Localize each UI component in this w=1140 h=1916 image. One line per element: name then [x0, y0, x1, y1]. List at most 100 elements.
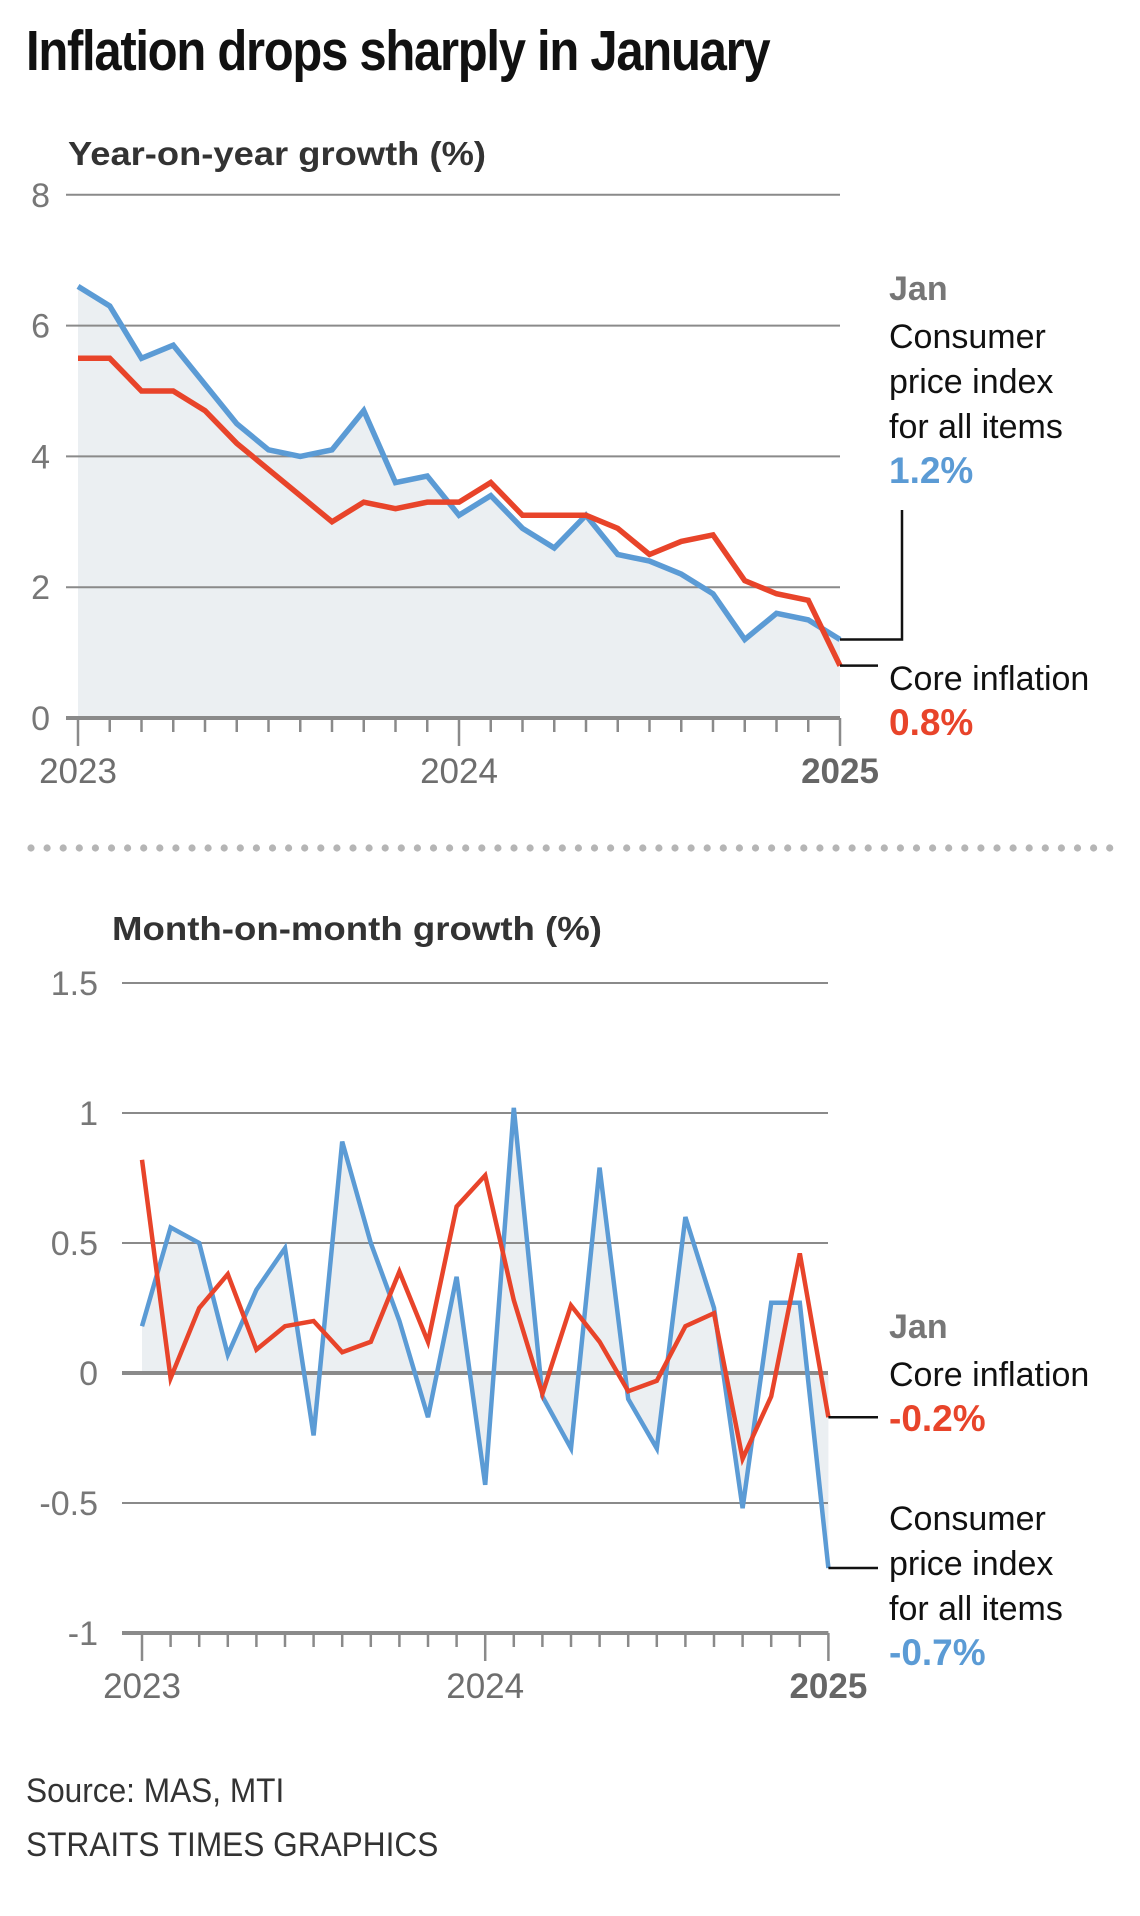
- divider-dot: [784, 844, 792, 852]
- divider-dot: [751, 844, 760, 852]
- divider-dot: [462, 844, 470, 852]
- divider-dot: [140, 844, 148, 852]
- divider-dot: [429, 844, 438, 852]
- divider-dot: [558, 844, 566, 852]
- mom-ytick-label: 1.5: [51, 965, 98, 1003]
- divider-dot: [977, 844, 985, 852]
- divider-dot: [268, 844, 277, 852]
- mom-ytick-label: -0.5: [39, 1485, 98, 1523]
- yoy-ytick-label: 2: [31, 569, 50, 607]
- divider-dot: [961, 844, 969, 852]
- divider-dot: [413, 844, 421, 852]
- divider-dot: [365, 844, 373, 852]
- divider-dot: [1025, 844, 1033, 852]
- divider-dot: [204, 844, 212, 852]
- divider-dot: [285, 844, 293, 852]
- divider-dot: [220, 844, 228, 852]
- divider-dot: [590, 844, 599, 852]
- yoy-core-value: 0.8%: [889, 702, 973, 743]
- yoy-ytick-label: 8: [31, 177, 50, 215]
- divider-dot: [896, 844, 905, 852]
- mom-core-value: -0.2%: [889, 1398, 986, 1439]
- divider-dot: [929, 844, 937, 852]
- yoy-cpi-area: [78, 286, 840, 718]
- yoy-cpi-value: 1.2%: [889, 450, 973, 491]
- divider-dot: [768, 844, 776, 852]
- mom-xtick-label-2025: 2025: [789, 1667, 867, 1706]
- divider-dot: [687, 844, 695, 852]
- divider-dot: [526, 844, 534, 852]
- divider-dot: [912, 844, 921, 852]
- mom-cpi-value: -0.7%: [889, 1632, 986, 1673]
- divider-dot: [880, 844, 888, 852]
- divider-dot: [188, 844, 196, 852]
- divider-dot: [607, 844, 615, 852]
- yoy-cpi-label: for all items: [889, 408, 1063, 446]
- mom-cpi-label: Consumer: [889, 1500, 1046, 1538]
- mom-cpi-label: price index: [889, 1545, 1053, 1583]
- divider-dot: [59, 844, 67, 852]
- divider-dot: [75, 844, 83, 852]
- yoy-xtick-label-2023: 2023: [39, 752, 117, 791]
- divider-dot: [816, 844, 824, 852]
- divider-dot: [43, 844, 51, 852]
- mom-ytick-label: 0.5: [51, 1225, 98, 1263]
- section-divider: [27, 844, 1114, 852]
- divider-dot: [639, 844, 647, 852]
- yoy-cpi-leader-line: [840, 510, 904, 641]
- divider-dot: [945, 844, 953, 852]
- divider-dot: [27, 844, 35, 852]
- mom-xtick-label-2024: 2024: [446, 1667, 524, 1706]
- divider-dot: [349, 844, 357, 852]
- divider-dot: [91, 844, 99, 852]
- divider-dot: [124, 844, 132, 852]
- divider-dot: [156, 844, 164, 852]
- divider-dot: [848, 844, 856, 852]
- mom-ytick-label: -1: [68, 1615, 98, 1653]
- divider-dot: [333, 844, 341, 852]
- divider-dot: [671, 844, 679, 852]
- yoy-xtick-label-2024: 2024: [420, 752, 498, 791]
- divider-dot: [478, 844, 486, 852]
- mom-core-label: Core inflation: [889, 1356, 1089, 1394]
- yoy-chart: Year-on-year growth (%) 0 2 4 6 8 2023 2024 2025…: [31, 135, 1089, 791]
- divider-dot: [703, 844, 711, 852]
- mom-xtick-label-2023: 2023: [103, 1667, 181, 1706]
- mom-cpi-label: for all items: [889, 1590, 1063, 1628]
- yoy-ytick-label: 0: [31, 700, 50, 738]
- yoy-core-label: Core inflation: [889, 660, 1089, 698]
- divider-dot: [542, 844, 550, 852]
- divider-dot: [719, 844, 727, 852]
- divider-dot: [1041, 844, 1049, 852]
- yoy-ytick-label: 4: [31, 438, 50, 476]
- divider-dot: [252, 844, 260, 852]
- divider-dot: [172, 844, 180, 852]
- divider-dot: [446, 844, 454, 852]
- credit-note: STRAITS TIMES GRAPHICS: [26, 1826, 439, 1864]
- mom-subtitle: Month-on-month growth (%): [112, 910, 602, 947]
- divider-dot: [864, 844, 872, 852]
- divider-dot: [1009, 844, 1017, 852]
- yoy-ytick-label: 6: [31, 308, 50, 346]
- divider-dot: [236, 844, 244, 852]
- divider-dot: [494, 844, 502, 852]
- divider-dot: [832, 844, 840, 852]
- divider-dot: [1090, 844, 1098, 852]
- divider-dot: [1106, 844, 1114, 852]
- divider-dot: [1057, 844, 1065, 852]
- divider-dot: [317, 844, 325, 852]
- chart-title: Inflation drops sharply in January: [26, 19, 771, 83]
- yoy-cpi-label: Consumer: [889, 318, 1046, 356]
- yoy-cpi-label: price index: [889, 363, 1053, 401]
- divider-dot: [397, 844, 405, 852]
- divider-dot: [301, 844, 309, 852]
- source-note: Source: MAS, MTI: [26, 1772, 285, 1810]
- yoy-annotation-period: Jan: [889, 270, 948, 308]
- mom-ytick-label: 0: [79, 1355, 98, 1393]
- divider-dot: [510, 844, 518, 852]
- divider-dot: [574, 844, 583, 852]
- yoy-xtick-label-2025: 2025: [801, 752, 879, 791]
- divider-dot: [655, 844, 663, 852]
- divider-dot: [800, 844, 808, 852]
